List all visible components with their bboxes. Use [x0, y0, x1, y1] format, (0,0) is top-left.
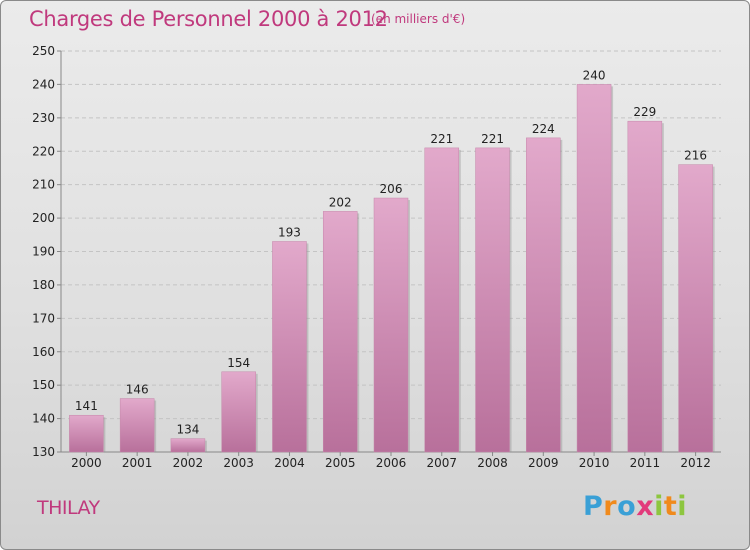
- y-tick-label: 200: [32, 211, 55, 225]
- y-tick-label: 140: [32, 412, 55, 426]
- x-tick-label: 2011: [630, 456, 661, 470]
- bar: [170, 438, 206, 453]
- bar-value-label: 240: [583, 68, 606, 82]
- bar-value-label: 221: [481, 132, 504, 146]
- bar-value-label: 154: [227, 356, 250, 370]
- y-tick-label: 130: [32, 445, 55, 459]
- y-tick-label: 180: [32, 278, 55, 292]
- bar: [322, 211, 358, 453]
- x-tick-label: 2008: [477, 456, 508, 470]
- logo-letter: i: [677, 491, 688, 522]
- bar-value-label: 146: [126, 383, 149, 397]
- bar: [475, 147, 510, 453]
- bar: [526, 137, 561, 453]
- x-tick-label: 2005: [325, 456, 356, 470]
- logo-letter: t: [663, 491, 678, 522]
- y-tick-label: 210: [32, 178, 55, 192]
- y-tick-label: 160: [32, 345, 55, 359]
- bar-value-label: 224: [532, 122, 555, 136]
- y-tick-label: 150: [32, 378, 55, 392]
- bar-value-label: 221: [430, 132, 453, 146]
- y-tick-label: 190: [32, 245, 55, 259]
- x-tick-label: 2003: [223, 456, 254, 470]
- x-tick-label: 2002: [173, 456, 204, 470]
- logo-letter: o: [617, 491, 637, 522]
- bar-value-label: 202: [329, 195, 352, 209]
- bar: [373, 197, 409, 453]
- y-tick-label: 220: [32, 144, 55, 158]
- bar: [272, 241, 307, 453]
- x-tick-label: 2001: [122, 456, 153, 470]
- bar: [678, 164, 713, 453]
- chart-title: Charges de Personnel 2000 à 2012: [29, 7, 388, 31]
- x-tick-label: 2006: [376, 456, 407, 470]
- y-tick-label: 240: [32, 77, 55, 91]
- bar: [119, 398, 155, 453]
- bar: [424, 147, 460, 453]
- proxiti-logo: Proxiti: [583, 491, 687, 522]
- bar: [69, 414, 104, 453]
- bar-value-label: 193: [278, 225, 301, 239]
- y-tick-label: 170: [32, 311, 55, 325]
- x-tick-label: 2007: [426, 456, 457, 470]
- x-tick-label: 2012: [680, 456, 711, 470]
- bar: [576, 84, 612, 453]
- chart-subtitle: (en milliers d'€): [371, 12, 466, 26]
- logo-letter: r: [603, 491, 618, 522]
- x-tick-label: 2000: [71, 456, 102, 470]
- x-tick-label: 2009: [528, 456, 559, 470]
- place-name: THILAY: [37, 497, 100, 519]
- bar-value-label: 141: [75, 399, 98, 413]
- logo-letter: i: [654, 491, 664, 522]
- x-tick-label: 2010: [579, 456, 610, 470]
- bar-value-label: 229: [633, 105, 656, 119]
- bar-value-label: 134: [176, 423, 199, 437]
- y-tick-label: 250: [32, 44, 55, 58]
- logo-letter: P: [583, 491, 604, 522]
- y-tick-label: 230: [32, 111, 55, 125]
- bar-value-label: 206: [380, 182, 403, 196]
- logo-letter: x: [636, 491, 655, 522]
- bar-value-label: 216: [684, 149, 707, 163]
- x-tick-label: 2004: [274, 456, 305, 470]
- bar: [221, 371, 256, 453]
- bar: [627, 120, 663, 453]
